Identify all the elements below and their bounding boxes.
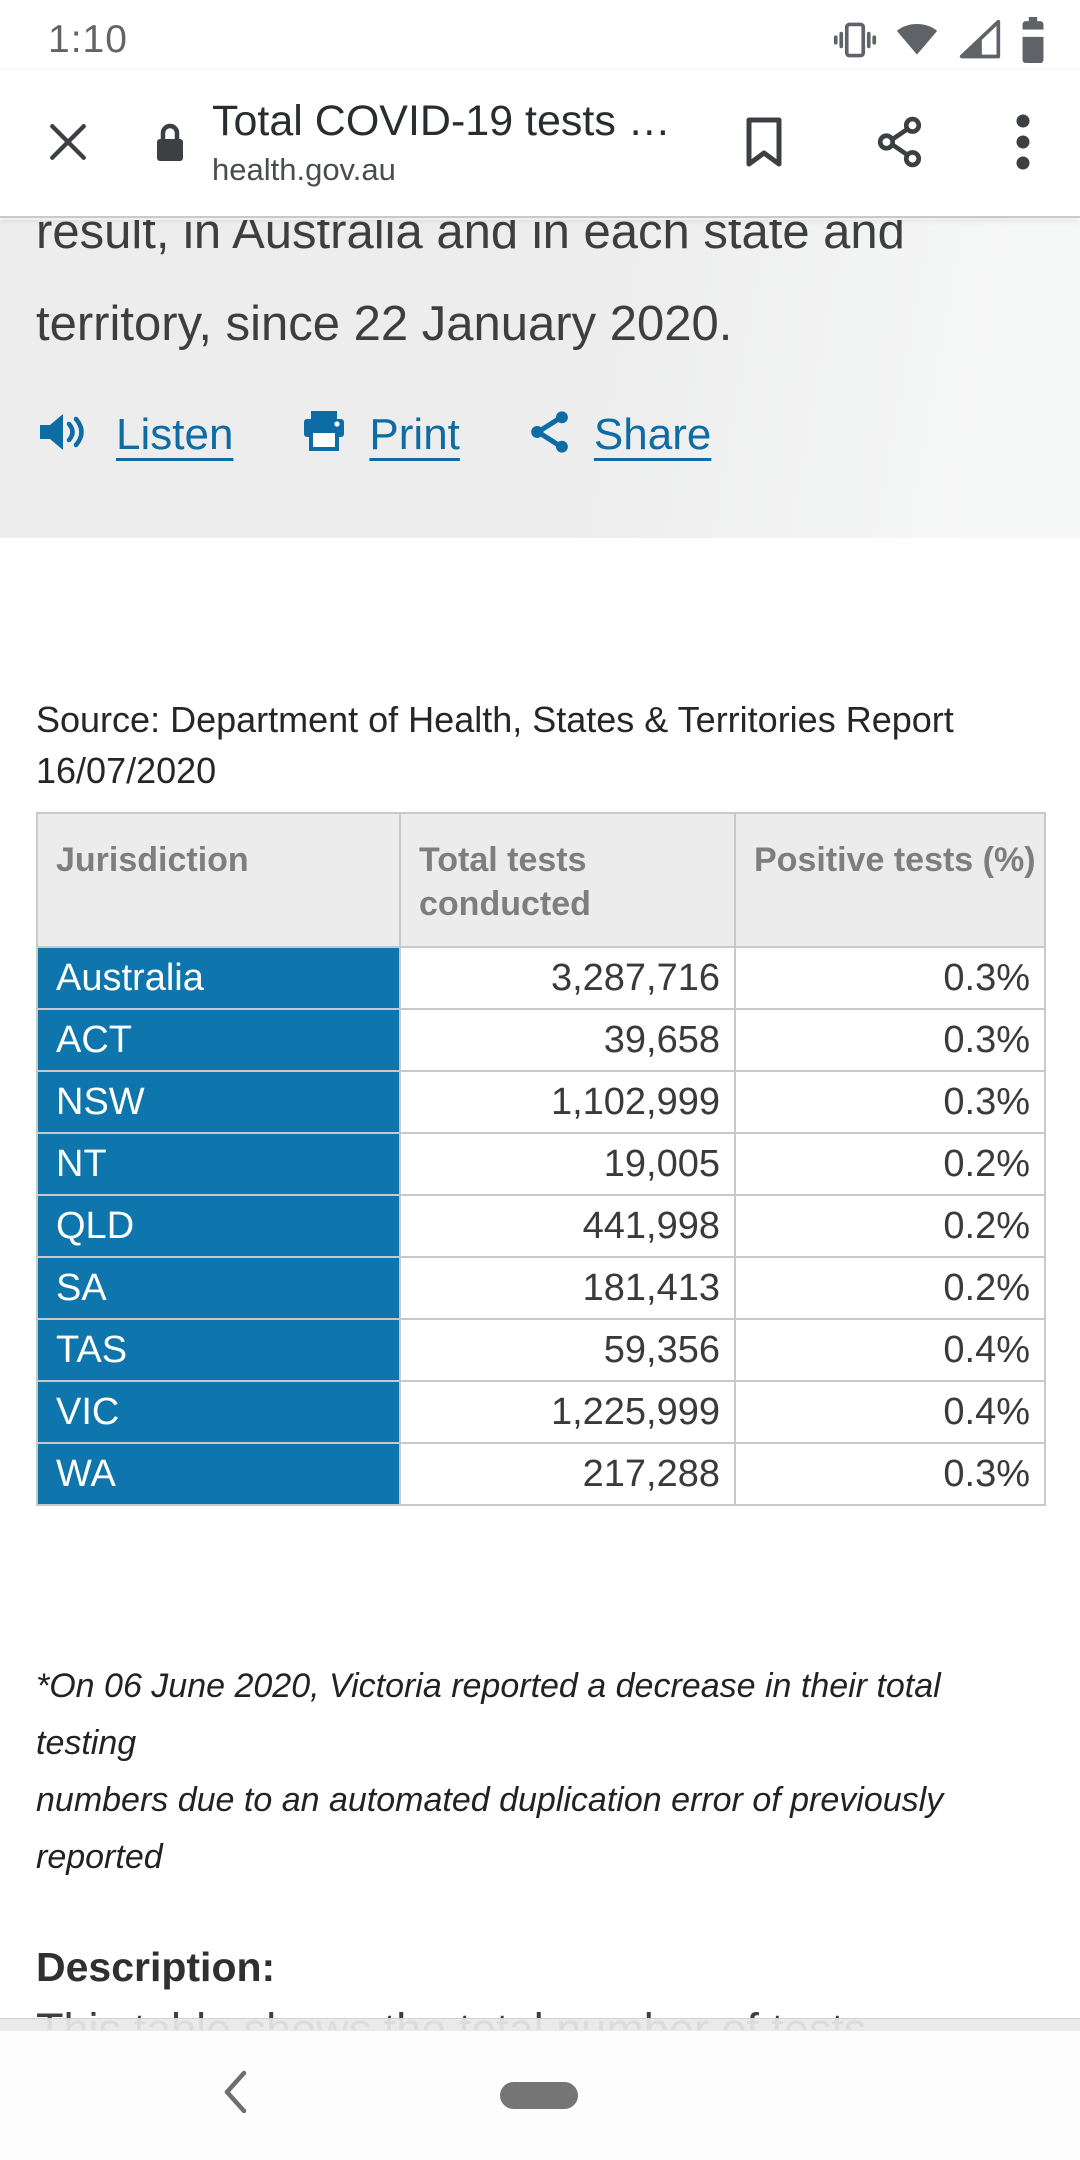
status-bar: 1:10 xyxy=(0,0,1080,70)
listen-link[interactable]: Listen xyxy=(36,408,233,461)
web-page-content: result, in Australia and in each state a… xyxy=(0,220,1080,2030)
bookmark-button[interactable] xyxy=(740,116,788,171)
cell-total-tests: 441,998 xyxy=(399,1194,736,1258)
cell-positive-pct: 0.3% xyxy=(734,1442,1046,1506)
close-tab-button[interactable] xyxy=(46,121,90,166)
cell-jurisdiction: VIC xyxy=(36,1380,401,1444)
cell-positive-pct: 0.2% xyxy=(734,1194,1046,1258)
cell-positive-pct: 0.4% xyxy=(734,1380,1046,1444)
page-title-block: Total COVID-19 tests … health.gov.au xyxy=(212,96,720,190)
page-url: health.gov.au xyxy=(212,152,396,187)
cell-positive-pct: 0.3% xyxy=(734,946,1046,1010)
cell-jurisdiction: NSW xyxy=(36,1070,401,1134)
article-intro-section: result, in Australia and in each state a… xyxy=(0,220,1080,538)
bookmark-icon xyxy=(743,116,785,171)
cell-total-tests: 3,287,716 xyxy=(399,946,736,1010)
source-text-line: 16/07/2020 xyxy=(36,750,217,791)
table-footnote: *On 06 June 2020, Victoria reported a de… xyxy=(36,1658,1044,1886)
print-label: Print xyxy=(369,409,460,459)
footnote-text-line: numbers due to an automated duplication … xyxy=(36,1781,944,1876)
listen-label: Listen xyxy=(116,409,234,459)
cell-jurisdiction: TAS xyxy=(36,1318,401,1382)
battery-icon xyxy=(1020,17,1046,63)
cell-positive-pct: 0.2% xyxy=(734,1132,1046,1196)
vibrate-icon xyxy=(833,18,877,62)
table-row: QLD 441,998 0.2% xyxy=(36,1194,1046,1258)
table-row: NSW 1,102,999 0.3% xyxy=(36,1070,1046,1134)
cell-jurisdiction: Australia xyxy=(36,946,401,1010)
three-dot-menu-icon xyxy=(1015,113,1031,174)
cell-signal-icon xyxy=(957,18,1003,62)
overflow-menu-button[interactable] xyxy=(1012,113,1034,174)
cell-positive-pct: 0.3% xyxy=(734,1070,1046,1134)
gesture-nav-bar xyxy=(0,2018,1080,2160)
header-total-tests: Total tests conducted xyxy=(399,812,736,948)
covid-tests-table: Jurisdiction Total tests conducted Posit… xyxy=(36,812,1046,1506)
cell-total-tests: 217,288 xyxy=(399,1442,736,1506)
cell-positive-pct: 0.4% xyxy=(734,1318,1046,1382)
page-title: Total COVID-19 tests … xyxy=(212,97,671,145)
intro-text-line: result, in Australia and in each state a… xyxy=(36,220,905,259)
table-row: SA 181,413 0.2% xyxy=(36,1256,1046,1320)
browser-chrome-bar: Total COVID-19 tests … health.gov.au xyxy=(0,70,1080,218)
footnote-text-line: *On 06 June 2020, Victoria reported a de… xyxy=(36,1667,941,1762)
share-icon xyxy=(875,116,925,171)
table-body: Australia 3,287,716 0.3% ACT 39,658 0.3%… xyxy=(36,946,1046,1506)
share-link[interactable]: Share xyxy=(528,408,711,461)
cell-jurisdiction: ACT xyxy=(36,1008,401,1072)
table-header-row: Jurisdiction Total tests conducted Posit… xyxy=(36,812,1046,948)
print-link[interactable]: Print xyxy=(301,408,460,461)
share-label: Share xyxy=(593,409,712,459)
back-button[interactable] xyxy=(218,2068,252,2118)
share-page-button[interactable] xyxy=(874,116,926,171)
home-pill-handle[interactable] xyxy=(500,2082,578,2109)
cell-jurisdiction: QLD xyxy=(36,1194,401,1258)
cell-total-tests: 59,356 xyxy=(399,1318,736,1382)
cell-total-tests: 1,102,999 xyxy=(399,1070,736,1134)
cell-total-tests: 19,005 xyxy=(399,1132,736,1196)
header-jurisdiction: Jurisdiction xyxy=(36,812,401,948)
table-source-note: Source: Department of Health, States & T… xyxy=(36,694,1044,796)
table-row: NT 19,005 0.2% xyxy=(36,1132,1046,1196)
printer-icon xyxy=(301,408,347,461)
header-positive-tests: Positive tests (%) xyxy=(734,812,1046,948)
cell-jurisdiction: WA xyxy=(36,1442,401,1506)
table-row: Australia 3,287,716 0.3% xyxy=(36,946,1046,1010)
cell-jurisdiction: SA xyxy=(36,1256,401,1320)
table-row: ACT 39,658 0.3% xyxy=(36,1008,1046,1072)
site-security-button[interactable] xyxy=(152,120,188,167)
table-row: WA 217,288 0.3% xyxy=(36,1442,1046,1506)
back-chevron-icon xyxy=(220,2068,250,2119)
cell-total-tests: 39,658 xyxy=(399,1008,736,1072)
page-action-links: Listen Print xyxy=(36,408,1044,461)
speaker-icon xyxy=(36,408,94,461)
cell-positive-pct: 0.3% xyxy=(734,1008,1046,1072)
wifi-icon xyxy=(894,18,940,62)
source-text-line: Source: Department of Health, States & T… xyxy=(36,699,954,740)
lock-icon xyxy=(152,120,188,167)
cell-total-tests: 181,413 xyxy=(399,1256,736,1320)
cell-total-tests: 1,225,999 xyxy=(399,1380,736,1444)
table-row: VIC 1,225,999 0.4% xyxy=(36,1380,1046,1444)
share-filled-icon xyxy=(528,408,572,461)
cell-jurisdiction: NT xyxy=(36,1132,401,1196)
intro-text-line: territory, since 22 January 2020. xyxy=(36,297,733,351)
description-heading: Description: xyxy=(36,1944,276,1990)
status-icons xyxy=(833,17,1046,63)
table-row: TAS 59,356 0.4% xyxy=(36,1318,1046,1382)
cell-positive-pct: 0.2% xyxy=(734,1256,1046,1320)
article-body: Source: Department of Health, States & T… xyxy=(0,694,1080,2030)
close-icon xyxy=(47,121,89,166)
status-time: 1:10 xyxy=(48,18,128,61)
